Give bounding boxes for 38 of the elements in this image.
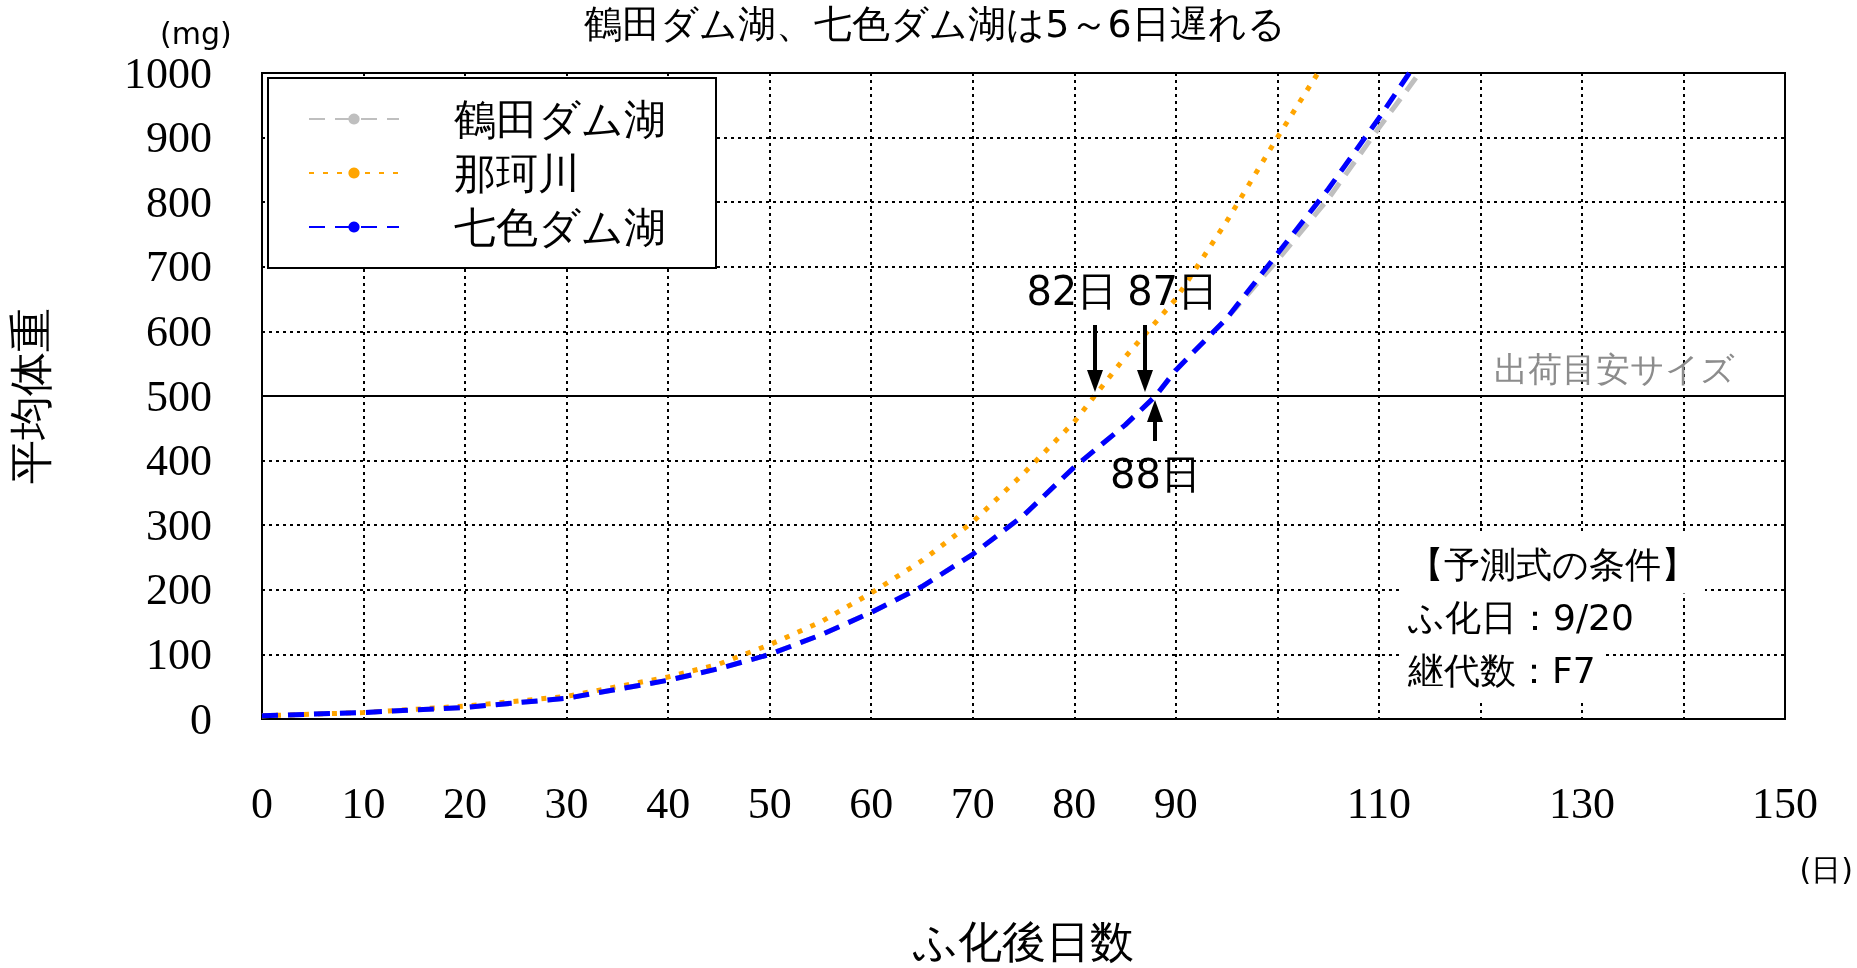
x-tick-label: 60 <box>849 778 894 828</box>
annotation: 88日 <box>1110 450 1201 500</box>
x-tick-label: 70 <box>950 778 995 828</box>
x-tick-label: 0 <box>251 778 273 828</box>
y-tick-label: 600 <box>146 306 212 356</box>
x-tick-label: 80 <box>1052 778 1097 828</box>
y-tick-label: 500 <box>146 371 212 421</box>
annotation: 【予測式の条件】 <box>1408 543 1697 585</box>
y-tick-label: 300 <box>146 500 212 550</box>
x-tick-label: 20 <box>443 778 488 828</box>
x-tick-label: 90 <box>1153 778 1198 828</box>
y-tick-label: 900 <box>146 113 212 163</box>
x-tick-label: 30 <box>544 778 589 828</box>
y-tick-label: 100 <box>146 629 212 679</box>
y-tick-label: 400 <box>146 436 212 486</box>
chart-title: 鶴田ダム湖、七色ダム湖は5～6日遅れる <box>584 2 1286 46</box>
y-tick-label: 200 <box>146 565 212 615</box>
x-tick-label: 10 <box>341 778 386 828</box>
legend-label: 七色ダム湖 <box>454 202 666 252</box>
x-tick-label: 40 <box>646 778 691 828</box>
x-axis-title: ふ化後日数 <box>912 915 1134 967</box>
y-tick-label: 800 <box>146 177 212 227</box>
text: (mg) <box>160 15 232 51</box>
annotation: 87日 <box>1127 266 1219 316</box>
annotation: 継代数：F7 <box>1407 649 1596 691</box>
annotation: ふ化日：9/20 <box>1407 596 1634 638</box>
ref-line-label: 出荷目安サイズ <box>1494 349 1735 389</box>
text: (日) <box>1799 851 1854 887</box>
x-tick-label: 110 <box>1346 778 1412 828</box>
annotation: 82日 <box>1026 266 1118 316</box>
y-axis-title: 平均体重 <box>4 308 56 484</box>
y-tick-label: 700 <box>146 242 212 292</box>
x-tick-label: 130 <box>1548 778 1615 828</box>
legend-label: 鶴田ダム湖 <box>454 94 666 144</box>
x-tick-label: 50 <box>747 778 792 828</box>
x-tick-label: 150 <box>1752 778 1818 828</box>
y-tick-label: 0 <box>190 694 212 744</box>
legend-label: 那珂川 <box>454 148 580 198</box>
